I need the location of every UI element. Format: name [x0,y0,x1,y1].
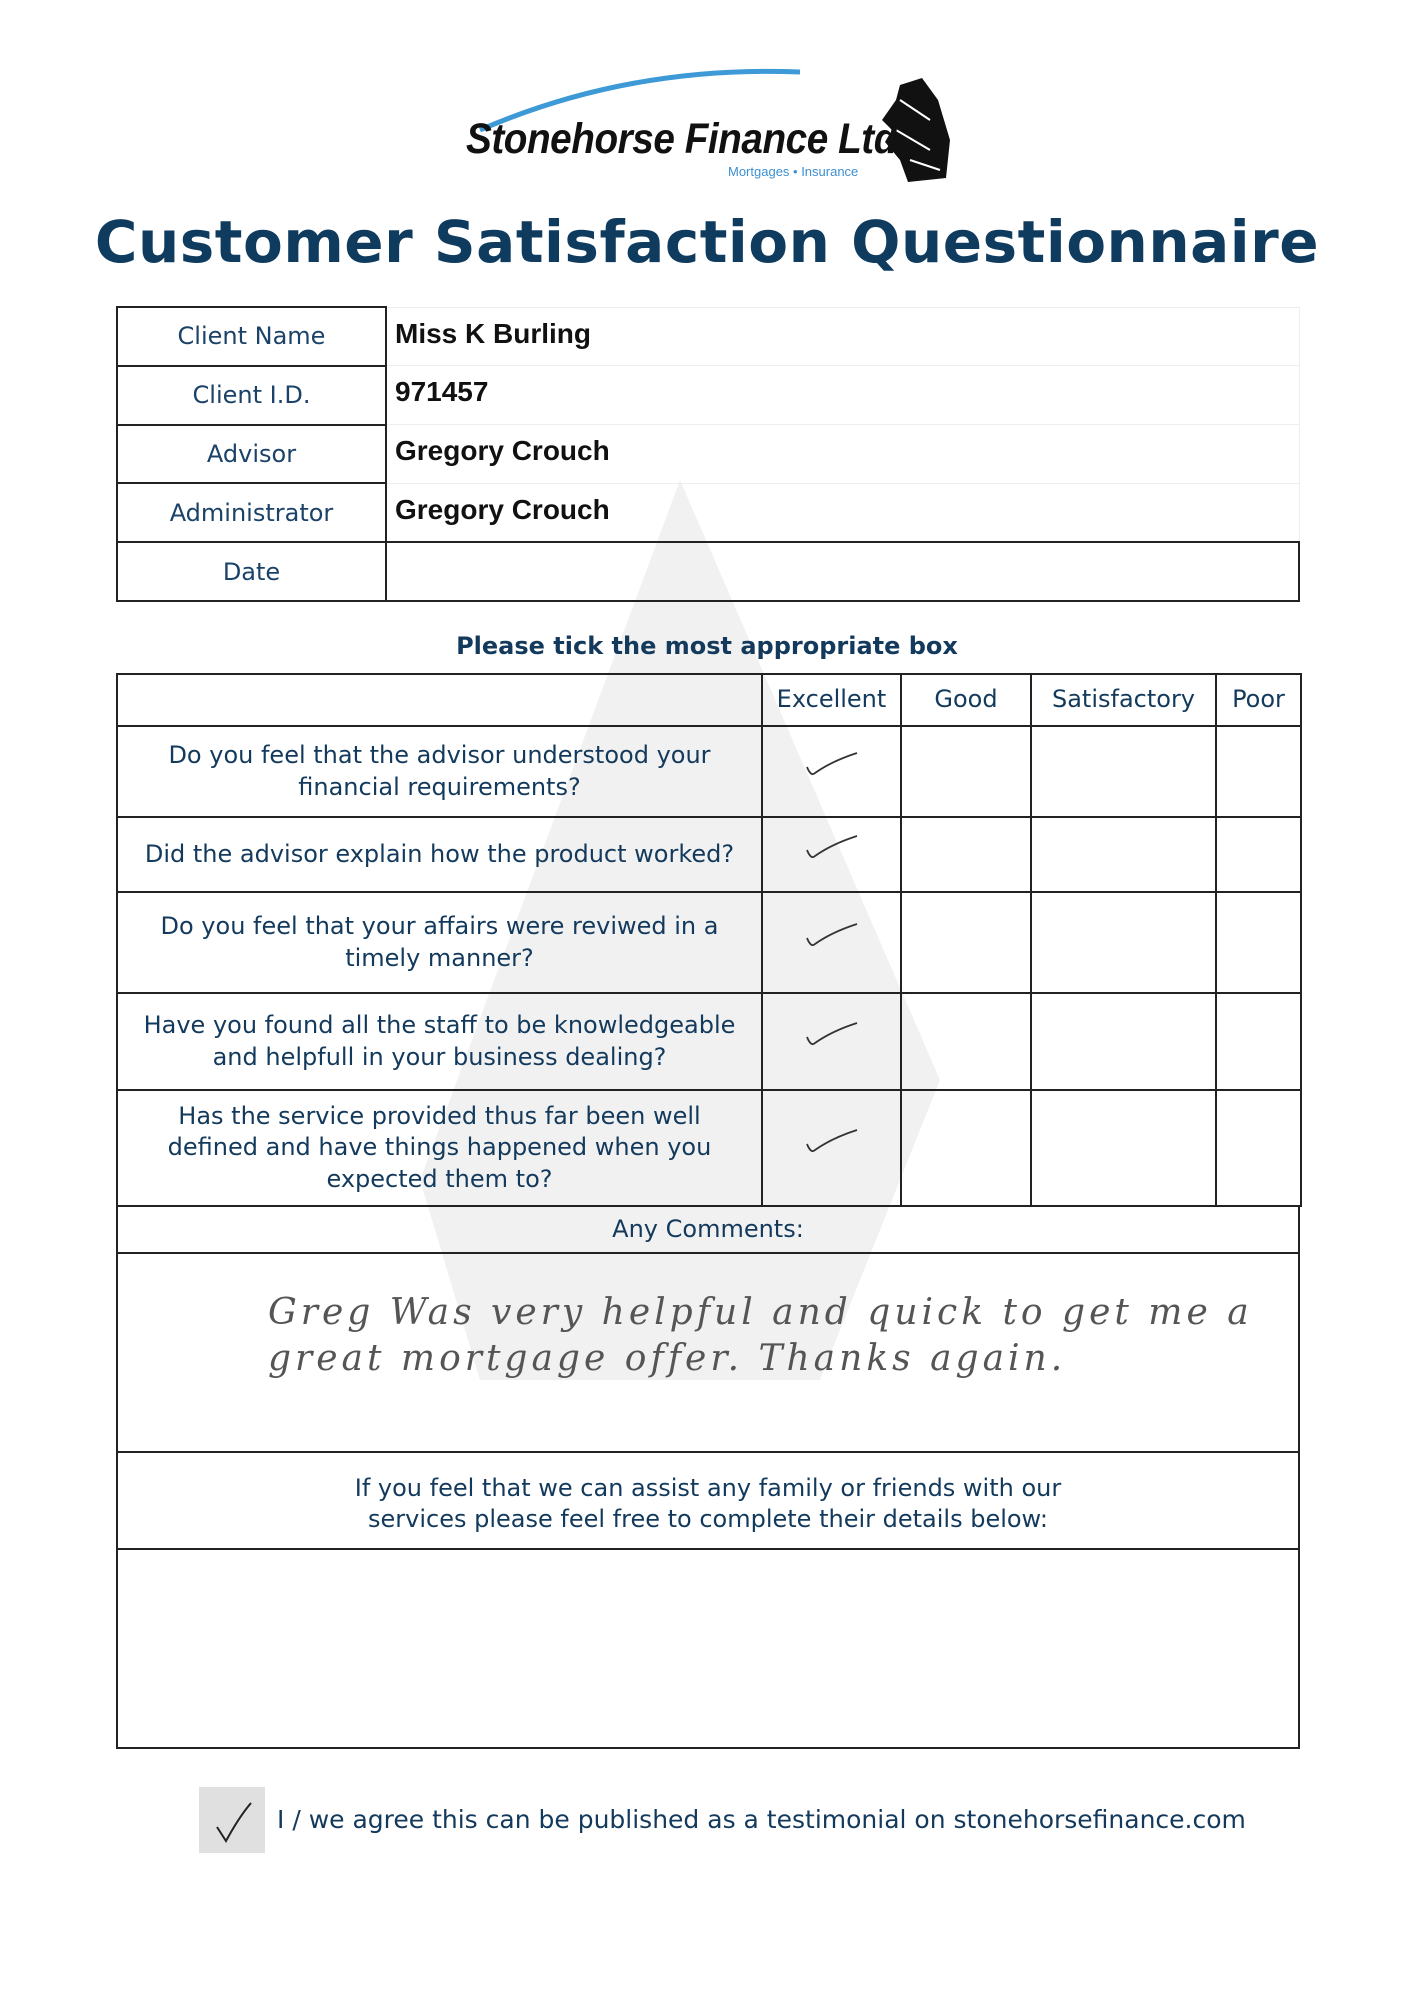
label: Advisor [116,423,387,485]
tick-icon [805,835,857,859]
question-row: Have you found all the staff to be knowl… [116,992,1302,1091]
rating-cell-excellent[interactable] [761,816,902,893]
date-field[interactable] [385,541,1300,602]
question-text: Have you found all the staff to be knowl… [116,992,763,1091]
rating-cell-excellent[interactable] [761,992,902,1091]
logo-tagline: Mortgages • Insurance [728,164,859,179]
rating-header-row: Excellent Good Satisfactory Poor [116,673,1302,727]
rating-cell-excellent[interactable] [761,1089,902,1207]
rating-cell-good[interactable] [900,1089,1032,1207]
client-id-field[interactable]: 971457 [385,365,1300,426]
page-title: Customer Satisfaction Questionnaire [94,208,1320,276]
referral-text: If you feel that we can assist any famil… [116,1451,1300,1550]
rating-cell-satisfactory[interactable] [1030,992,1217,1091]
rating-cell-satisfactory[interactable] [1030,891,1217,994]
tick-icon [805,923,857,947]
question-text: Do you feel that the advisor understood … [116,725,763,818]
question-row: Has the service provided thus far been w… [116,1089,1302,1207]
tick-icon [805,1129,857,1152]
referral-details-box[interactable] [116,1548,1300,1749]
tick-icon [805,1022,857,1046]
question-row: Do you feel that the advisor understood … [116,725,1302,818]
question-text: Did the advisor explain how the product … [116,816,763,893]
comment-line-1: Greg Was very helpful and quick to get m… [268,1292,1253,1333]
rating-cell-good[interactable] [900,992,1032,1091]
comments-box[interactable]: Greg Was very helpful and quick to get m… [116,1252,1300,1453]
label: Client I.D. [116,364,387,426]
comments-label: Any Comments: [116,1205,1300,1254]
rating-cell-poor[interactable] [1215,816,1302,893]
logo-company-name: Stonehorse Finance Ltd [466,115,897,163]
rating-cell-excellent[interactable] [761,891,902,994]
rating-cell-satisfactory[interactable] [1030,816,1217,893]
info-row-advisor: Advisor Gregory Crouch [116,423,1300,485]
rating-cell-good[interactable] [900,891,1032,994]
tick-icon [805,752,857,776]
rating-cell-poor[interactable] [1215,1089,1302,1207]
label: Administrator [116,482,387,544]
comment-line-2: great mortgage offer. Thanks again. [268,1338,1067,1379]
info-row-client-name: Client Name Miss K Burling [116,306,1300,367]
company-logo: Stonehorse Finance Ltd Mortgages • Insur… [460,60,960,190]
question-text: Do you feel that your affairs were reviw… [116,891,763,994]
rating-cell-good[interactable] [900,816,1032,893]
testimonial-label: I / we agree this can be published as a … [277,1805,1246,1834]
logo-graphic [479,68,950,182]
administrator-field[interactable]: Gregory Crouch [385,482,1300,543]
rating-cell-good[interactable] [900,725,1032,818]
question-text: Has the service provided thus far been w… [116,1089,763,1207]
col-satisfactory: Satisfactory [1030,673,1217,727]
rating-table: Excellent Good Satisfactory Poor Do you … [116,673,1302,1207]
client-name-field[interactable]: Miss K Burling [385,306,1300,367]
instruction-heading: Please tick the most appropriate box [456,632,958,660]
rating-cell-poor[interactable] [1215,891,1302,994]
label: Date [116,541,387,602]
label: Client Name [116,306,387,367]
col-poor: Poor [1215,673,1302,727]
rating-cell-excellent[interactable] [761,725,902,818]
col-excellent: Excellent [761,673,902,727]
advisor-field[interactable]: Gregory Crouch [385,424,1300,484]
info-row-administrator: Administrator Gregory Crouch [116,482,1300,544]
question-row: Do you feel that your affairs were reviw… [116,891,1302,994]
rating-cell-poor[interactable] [1215,725,1302,818]
rating-cell-satisfactory[interactable] [1030,725,1217,818]
rating-cell-satisfactory[interactable] [1030,1089,1217,1207]
blank-header [116,673,763,727]
question-row: Did the advisor explain how the product … [116,816,1302,893]
info-row-date: Date [116,541,1300,602]
check-icon [216,1802,252,1843]
client-info-table: Client Name Miss K Burling Client I.D. 971… [116,306,1300,602]
rating-cell-poor[interactable] [1215,992,1302,1091]
info-row-client-id: Client I.D. 971457 [116,364,1300,426]
col-good: Good [900,673,1032,727]
testimonial-checkbox[interactable] [199,1787,265,1853]
